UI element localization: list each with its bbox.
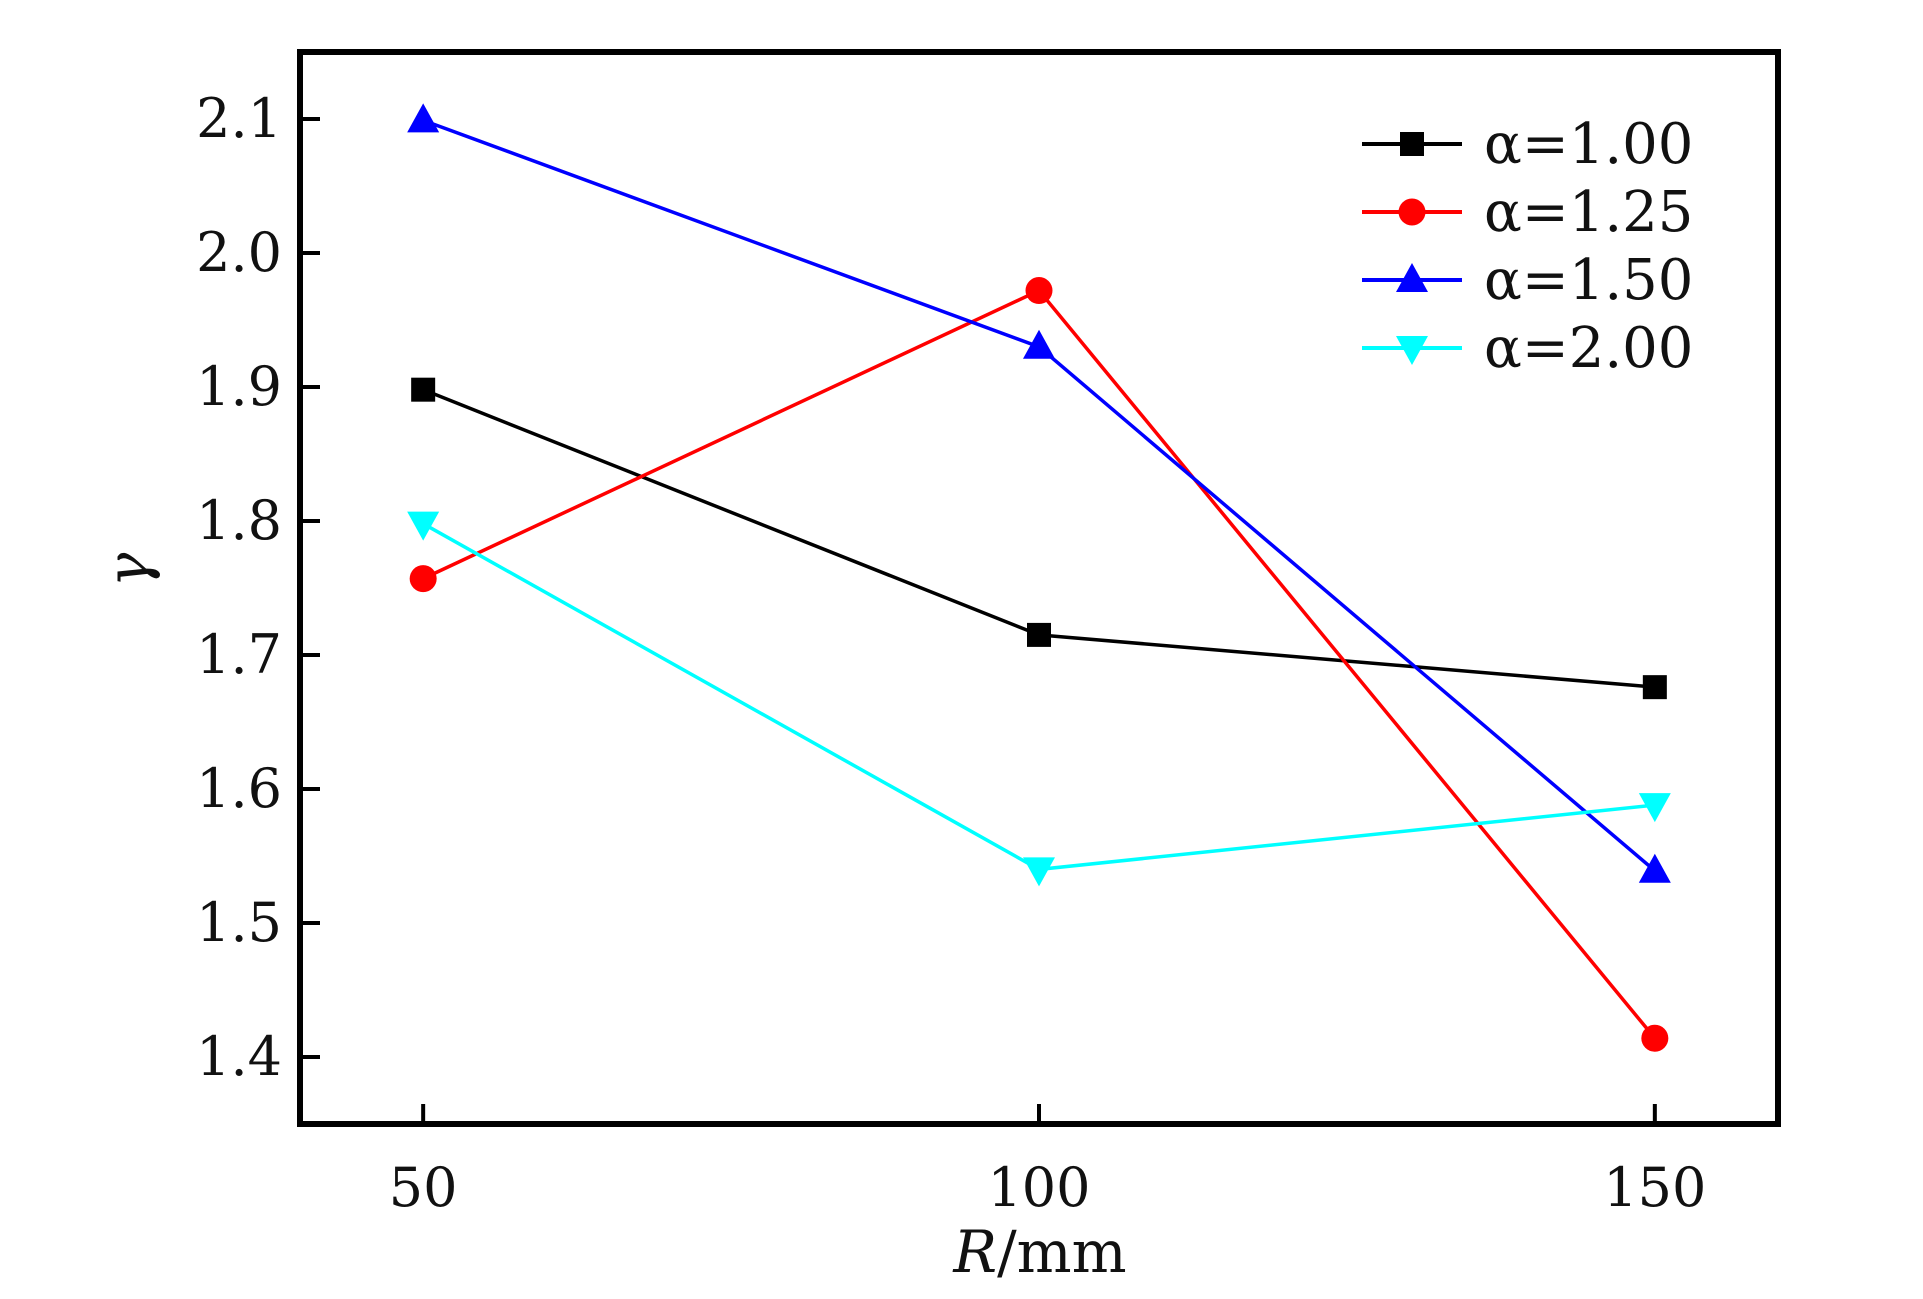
- legend-item: α=1.50: [1362, 248, 1693, 313]
- y-tick-label: 2.0: [196, 221, 282, 284]
- legend-label: α=1.25: [1484, 180, 1693, 245]
- series-2-point: [1641, 1024, 1669, 1052]
- legend-item: α=1.00: [1362, 112, 1693, 177]
- y-tick-label: 1.7: [196, 623, 282, 686]
- y-tick-label: 1.5: [196, 891, 282, 954]
- y-tick-label: 2.1: [196, 87, 282, 150]
- series-3-point: [1638, 853, 1671, 883]
- x-tick-label: 100: [987, 1156, 1090, 1219]
- series-4-line: [422, 522, 1656, 872]
- x-tick-label: 50: [389, 1156, 458, 1219]
- series-1-point: [411, 377, 436, 402]
- x-axis-label-var: R: [952, 1218, 997, 1286]
- series-layer: [407, 103, 1671, 1052]
- legend: α=1.00α=1.25α=1.50α=2.00: [1362, 112, 1693, 381]
- x-axis-label-unit: /mm: [997, 1218, 1127, 1286]
- series-4: [407, 511, 1671, 887]
- legend-marker: [1396, 336, 1428, 365]
- series-2: [409, 277, 1669, 1052]
- legend-marker: [1400, 132, 1424, 156]
- series-3: [407, 103, 1671, 883]
- tick-labels-layer: 50 100 150 1.4 1.5 1.6 1.7 1.8 1.9 2.0 2.1: [196, 87, 1706, 1219]
- series-1-point: [1642, 675, 1667, 700]
- y-tick-label: 1.6: [196, 757, 282, 820]
- y-axis-label: γ: [94, 552, 162, 587]
- ticks-layer: [300, 117, 1657, 1124]
- legend-marker: [1398, 198, 1426, 226]
- series-4-point: [407, 511, 440, 541]
- series-3-point: [1023, 329, 1055, 359]
- series-2-point: [1025, 277, 1053, 305]
- legend-label: α=1.50: [1484, 248, 1693, 313]
- legend-item: α=1.25: [1362, 180, 1693, 245]
- legend-label: α=2.00: [1484, 316, 1693, 381]
- legend-marker: [1396, 263, 1428, 292]
- series-2-point: [409, 565, 437, 593]
- series-1-point: [1027, 622, 1051, 647]
- series-4-point: [1638, 793, 1671, 823]
- x-tick-label: 150: [1603, 1156, 1706, 1219]
- series-3-line: [422, 118, 1656, 873]
- series-1: [411, 377, 1667, 700]
- series-2-line: [422, 288, 1657, 1040]
- legend-label: α=1.00: [1484, 112, 1693, 177]
- series-3-point: [407, 103, 440, 133]
- y-tick-label: 1.8: [196, 489, 282, 552]
- legend-item: α=2.00: [1362, 316, 1693, 381]
- series-4-point: [1023, 857, 1055, 887]
- y-tick-label: 1.4: [196, 1025, 282, 1088]
- x-axis-label: R/mm: [952, 1218, 1126, 1286]
- y-tick-label: 1.9: [196, 355, 282, 418]
